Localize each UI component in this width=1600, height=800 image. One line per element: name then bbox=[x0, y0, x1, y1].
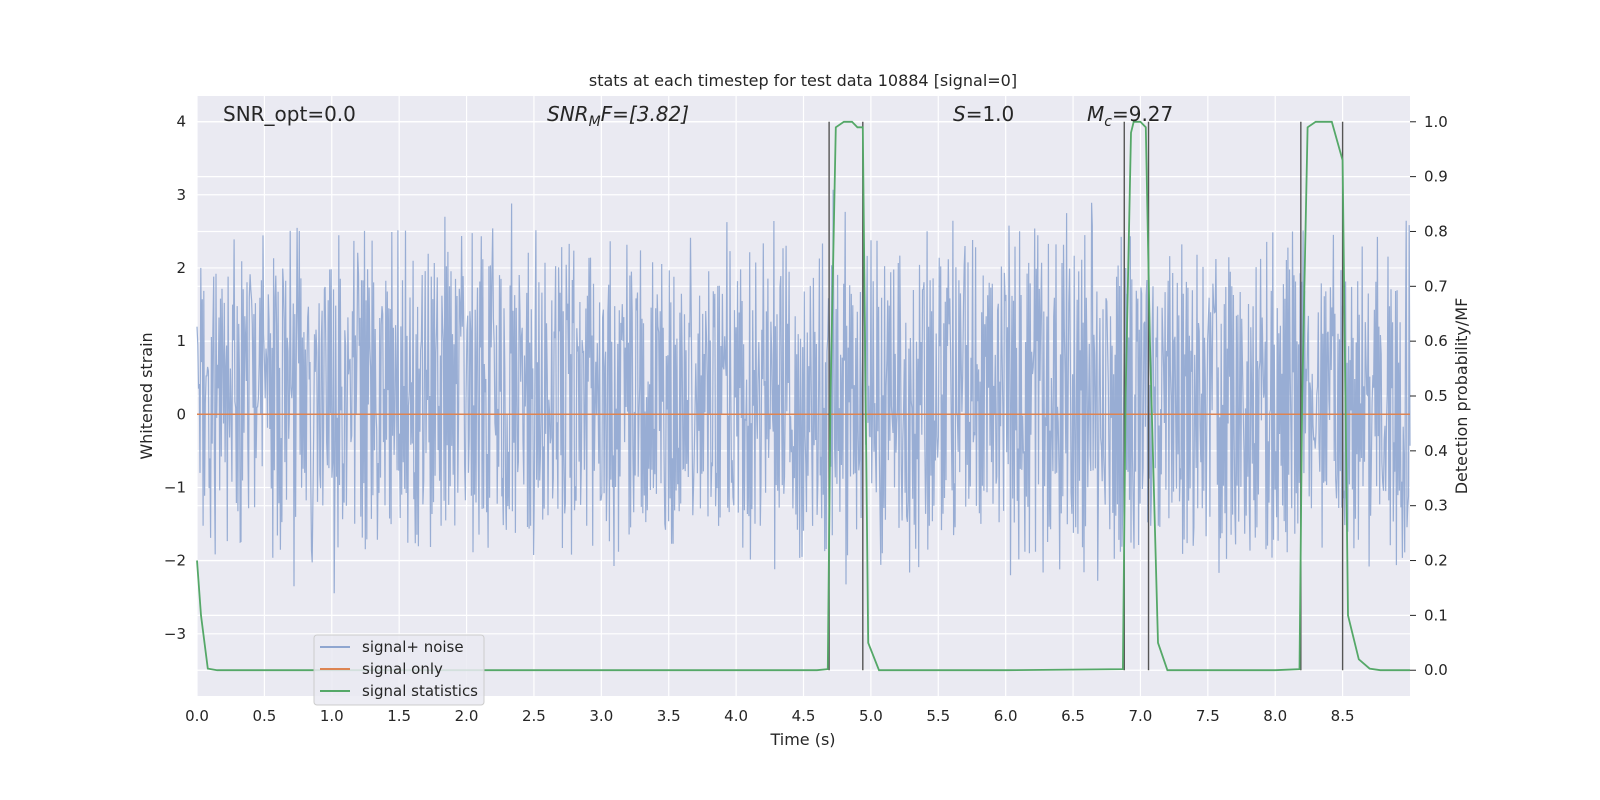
y-tick-label-right: 0.9 bbox=[1424, 168, 1448, 186]
x-tick-label: 1.5 bbox=[387, 707, 411, 725]
y-tick-label-left: 4 bbox=[176, 113, 186, 131]
legend-box bbox=[313, 634, 485, 706]
annotation-snr-mf: SNRMF=[3.82] bbox=[547, 102, 689, 130]
x-tick-label: 6.0 bbox=[994, 707, 1018, 725]
x-tick-label: 0.5 bbox=[252, 707, 276, 725]
x-tick-label: 2.0 bbox=[455, 707, 479, 725]
y-tick-label-right: 1.0 bbox=[1424, 113, 1448, 131]
annotation-s-rest: =1.0 bbox=[966, 102, 1015, 126]
annotation-s: S=1.0 bbox=[953, 102, 1014, 126]
x-tick-labels: 0.0 0.5 1.0 1.5 2.0 2.5 3.0 3.5 4.0 4.5 5.0 5.5 6.0 6… bbox=[185, 707, 1354, 725]
series-signal-statistics bbox=[196, 120, 1410, 672]
x-tick-label: 4.0 bbox=[724, 707, 748, 725]
x-tick-label: 7.5 bbox=[1196, 707, 1220, 725]
x-tick-label: 5.5 bbox=[926, 707, 950, 725]
y-tick-labels-left: 4 3 2 1 0 −1 −2 −3 bbox=[164, 113, 186, 643]
x-tick-label: 5.0 bbox=[859, 707, 883, 725]
legend-label-signal-noise: signal+ noise bbox=[362, 638, 464, 656]
series-signal-noise bbox=[196, 189, 1411, 594]
annotation-snr-mf-rest: F=[3.82] bbox=[601, 102, 689, 126]
annotation-snr-mf-sub: M bbox=[589, 114, 601, 130]
legend: signal+ noise signal only signal statist… bbox=[313, 634, 485, 706]
y-tick-label-left: 1 bbox=[176, 332, 186, 350]
x-tick-label: 2.5 bbox=[522, 707, 546, 725]
annotation-mc-rest: =9.27 bbox=[1112, 102, 1173, 126]
annotation-snr-opt: SNR_opt=0.0 bbox=[223, 102, 356, 126]
y-tick-label-left: −1 bbox=[164, 478, 186, 496]
x-tick-label: 6.5 bbox=[1061, 707, 1085, 725]
y-tick-label-right: 0.6 bbox=[1424, 332, 1448, 350]
y-tick-label-right: 0.0 bbox=[1424, 661, 1448, 679]
y-tick-label-right: 0.7 bbox=[1424, 277, 1448, 295]
y-tick-label-left: 0 bbox=[176, 405, 186, 423]
y-tick-labels-right: 1.0 0.9 0.8 0.7 0.6 0.5 0.4 0.3 0.2 0.1 0.0 bbox=[1410, 113, 1448, 679]
x-tick-label: 3.0 bbox=[589, 707, 613, 725]
x-tick-label: 3.5 bbox=[657, 707, 681, 725]
y-tick-label-right: 0.2 bbox=[1424, 552, 1448, 570]
y-tick-label-left: 2 bbox=[176, 259, 186, 277]
x-tick-label: 7.0 bbox=[1129, 707, 1153, 725]
y-tick-label-left: −3 bbox=[164, 625, 186, 643]
x-tick-label: 8.0 bbox=[1263, 707, 1287, 725]
legend-label-signal-statistics: signal statistics bbox=[362, 682, 478, 700]
y-tick-label-left: −2 bbox=[164, 552, 186, 570]
y-tick-label-right: 0.1 bbox=[1424, 606, 1448, 624]
annotation-mc-sub: c bbox=[1104, 114, 1112, 130]
y-tick-label-right: 0.3 bbox=[1424, 497, 1448, 515]
annotation-s-main: S bbox=[953, 102, 966, 126]
y-axis-label-right: Detection probability/MF bbox=[1452, 298, 1471, 495]
annotation-mc: Mc=9.27 bbox=[1087, 102, 1173, 130]
noise-trace bbox=[196, 189, 1411, 594]
legend-label-signal-only: signal only bbox=[362, 660, 443, 678]
annotation-snr-mf-main: SNR bbox=[547, 102, 589, 126]
y-tick-label-right: 0.8 bbox=[1424, 222, 1448, 240]
x-tick-label: 4.5 bbox=[792, 707, 816, 725]
y-tick-label-left: 3 bbox=[176, 186, 186, 204]
y-tick-label-right: 0.5 bbox=[1424, 387, 1448, 405]
x-axis-label: Time (s) bbox=[769, 730, 835, 749]
x-tick-label: 1.0 bbox=[320, 707, 344, 725]
y-tick-label-right: 0.4 bbox=[1424, 442, 1448, 460]
annotation-mc-main: M bbox=[1087, 102, 1104, 126]
x-tick-label: 0.0 bbox=[185, 707, 209, 725]
chart-title: stats at each timestep for test data 108… bbox=[589, 71, 1017, 90]
y-axis-label-left: Whitened strain bbox=[137, 332, 156, 459]
x-tick-label: 8.5 bbox=[1331, 707, 1355, 725]
